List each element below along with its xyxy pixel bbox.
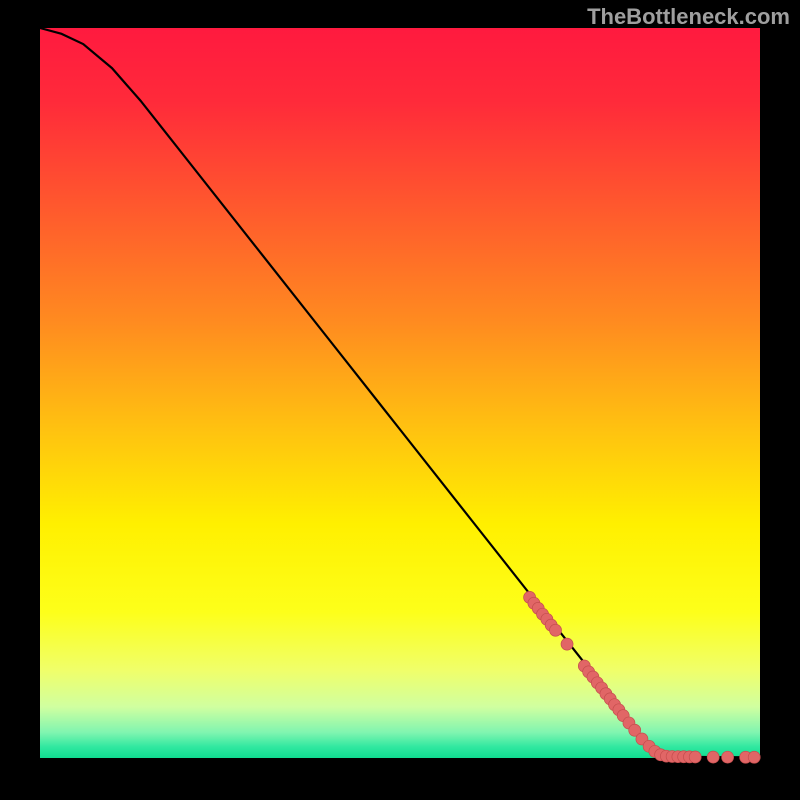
scatter-point	[707, 751, 719, 763]
scatter-point	[722, 751, 734, 763]
plot-background	[40, 28, 760, 758]
watermark-text: TheBottleneck.com	[587, 4, 790, 30]
scatter-point	[561, 638, 573, 650]
scatter-point	[689, 751, 701, 763]
chart-container: TheBottleneck.com	[0, 0, 800, 800]
scatter-point	[550, 624, 562, 636]
chart-svg	[0, 0, 800, 800]
scatter-point	[748, 751, 760, 763]
